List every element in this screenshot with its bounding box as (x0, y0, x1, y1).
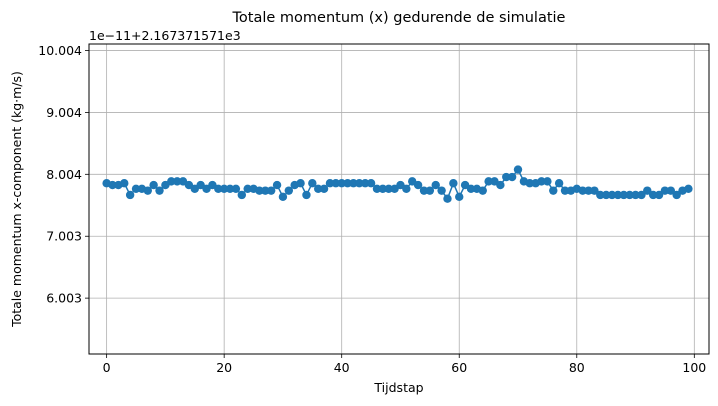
data-point (120, 179, 129, 188)
data-point (684, 184, 693, 193)
y-axis-label: Totale momentum x-component (kg·m/s) (9, 71, 24, 328)
data-point (637, 190, 646, 200)
y-offset-label: 1e−11+2.167371571e3 (89, 28, 241, 43)
data-point (372, 184, 382, 193)
grid-lines (89, 44, 709, 354)
data-point (425, 186, 435, 195)
data-point (466, 184, 476, 193)
data-point (431, 180, 440, 190)
data-point (619, 190, 628, 200)
data-point (319, 184, 329, 193)
data-point (554, 179, 564, 188)
data-point (613, 190, 623, 200)
data-point (225, 184, 235, 193)
data-point (590, 186, 599, 195)
data-point (155, 186, 164, 195)
y-tick-label: 8.004 (46, 167, 82, 182)
data-point (261, 186, 270, 195)
x-axis-label: Tijdstap (373, 380, 423, 395)
data-point (349, 179, 358, 188)
data-point (560, 186, 570, 195)
data-point (108, 180, 117, 190)
data-point (231, 184, 241, 193)
data-point (607, 190, 617, 200)
data-point (654, 190, 664, 200)
data-point (325, 179, 335, 188)
data-point (455, 192, 464, 202)
data-point (284, 186, 294, 195)
data-point (243, 184, 252, 193)
data-point (578, 186, 587, 195)
data-point (443, 194, 452, 203)
data-point (449, 179, 458, 188)
data-point (666, 186, 675, 195)
data-point (596, 190, 605, 200)
data-point (355, 179, 364, 188)
data-point (672, 190, 681, 200)
data-point (537, 177, 546, 186)
chart-title: Totale momentum (x) gedurende de simulat… (232, 10, 566, 26)
data-point (601, 190, 611, 200)
data-point (308, 179, 317, 188)
data-point (125, 190, 135, 200)
data-point (266, 186, 276, 195)
data-point (302, 190, 311, 200)
data-point (660, 186, 670, 195)
y-tick-label: 9.004 (46, 105, 82, 120)
x-tick-label: 0 (103, 360, 111, 375)
data-point (525, 179, 534, 188)
x-tick-label: 40 (334, 360, 350, 375)
data-point (496, 180, 505, 190)
data-point (143, 186, 152, 195)
data-point (167, 177, 176, 186)
data-series (102, 165, 693, 203)
y-axis-ticks: 6.003 7.003 8.004 9.004 10.004 (38, 43, 89, 306)
data-point (296, 179, 305, 188)
data-point (507, 172, 517, 182)
data-point (502, 172, 511, 182)
data-point (484, 177, 493, 186)
data-point (278, 192, 288, 202)
data-point (413, 180, 423, 190)
data-point (478, 186, 487, 195)
data-point (343, 179, 352, 188)
x-tick-label: 20 (216, 360, 232, 375)
data-point (172, 177, 182, 186)
data-point (337, 179, 346, 188)
data-point (255, 186, 264, 195)
data-point (149, 180, 158, 190)
data-point (648, 190, 658, 200)
data-point (419, 186, 429, 195)
data-point (513, 165, 523, 174)
data-point (643, 186, 652, 195)
plot-frame (88, 43, 710, 355)
x-tick-label: 100 (682, 360, 706, 375)
data-point (584, 186, 593, 195)
data-point (313, 184, 323, 193)
data-point (625, 190, 634, 200)
x-tick-label: 60 (451, 360, 467, 375)
data-point (384, 184, 393, 193)
data-point (361, 179, 370, 188)
data-point (549, 186, 558, 195)
data-point (437, 186, 446, 195)
y-tick-label: 6.003 (46, 291, 82, 306)
y-tick-label: 7.003 (46, 229, 82, 244)
data-point (237, 190, 246, 200)
data-point (543, 177, 552, 186)
data-point (631, 190, 640, 200)
x-tick-label: 80 (569, 360, 585, 375)
data-point (366, 179, 376, 188)
data-point (214, 184, 223, 193)
data-point (378, 184, 388, 193)
data-point (272, 180, 282, 190)
data-point (219, 184, 229, 193)
x-axis-ticks: 0 20 40 60 80 100 (103, 354, 706, 375)
data-point (402, 184, 411, 193)
data-point (131, 184, 141, 193)
y-tick-label: 10.004 (38, 43, 82, 58)
data-point (331, 179, 341, 188)
